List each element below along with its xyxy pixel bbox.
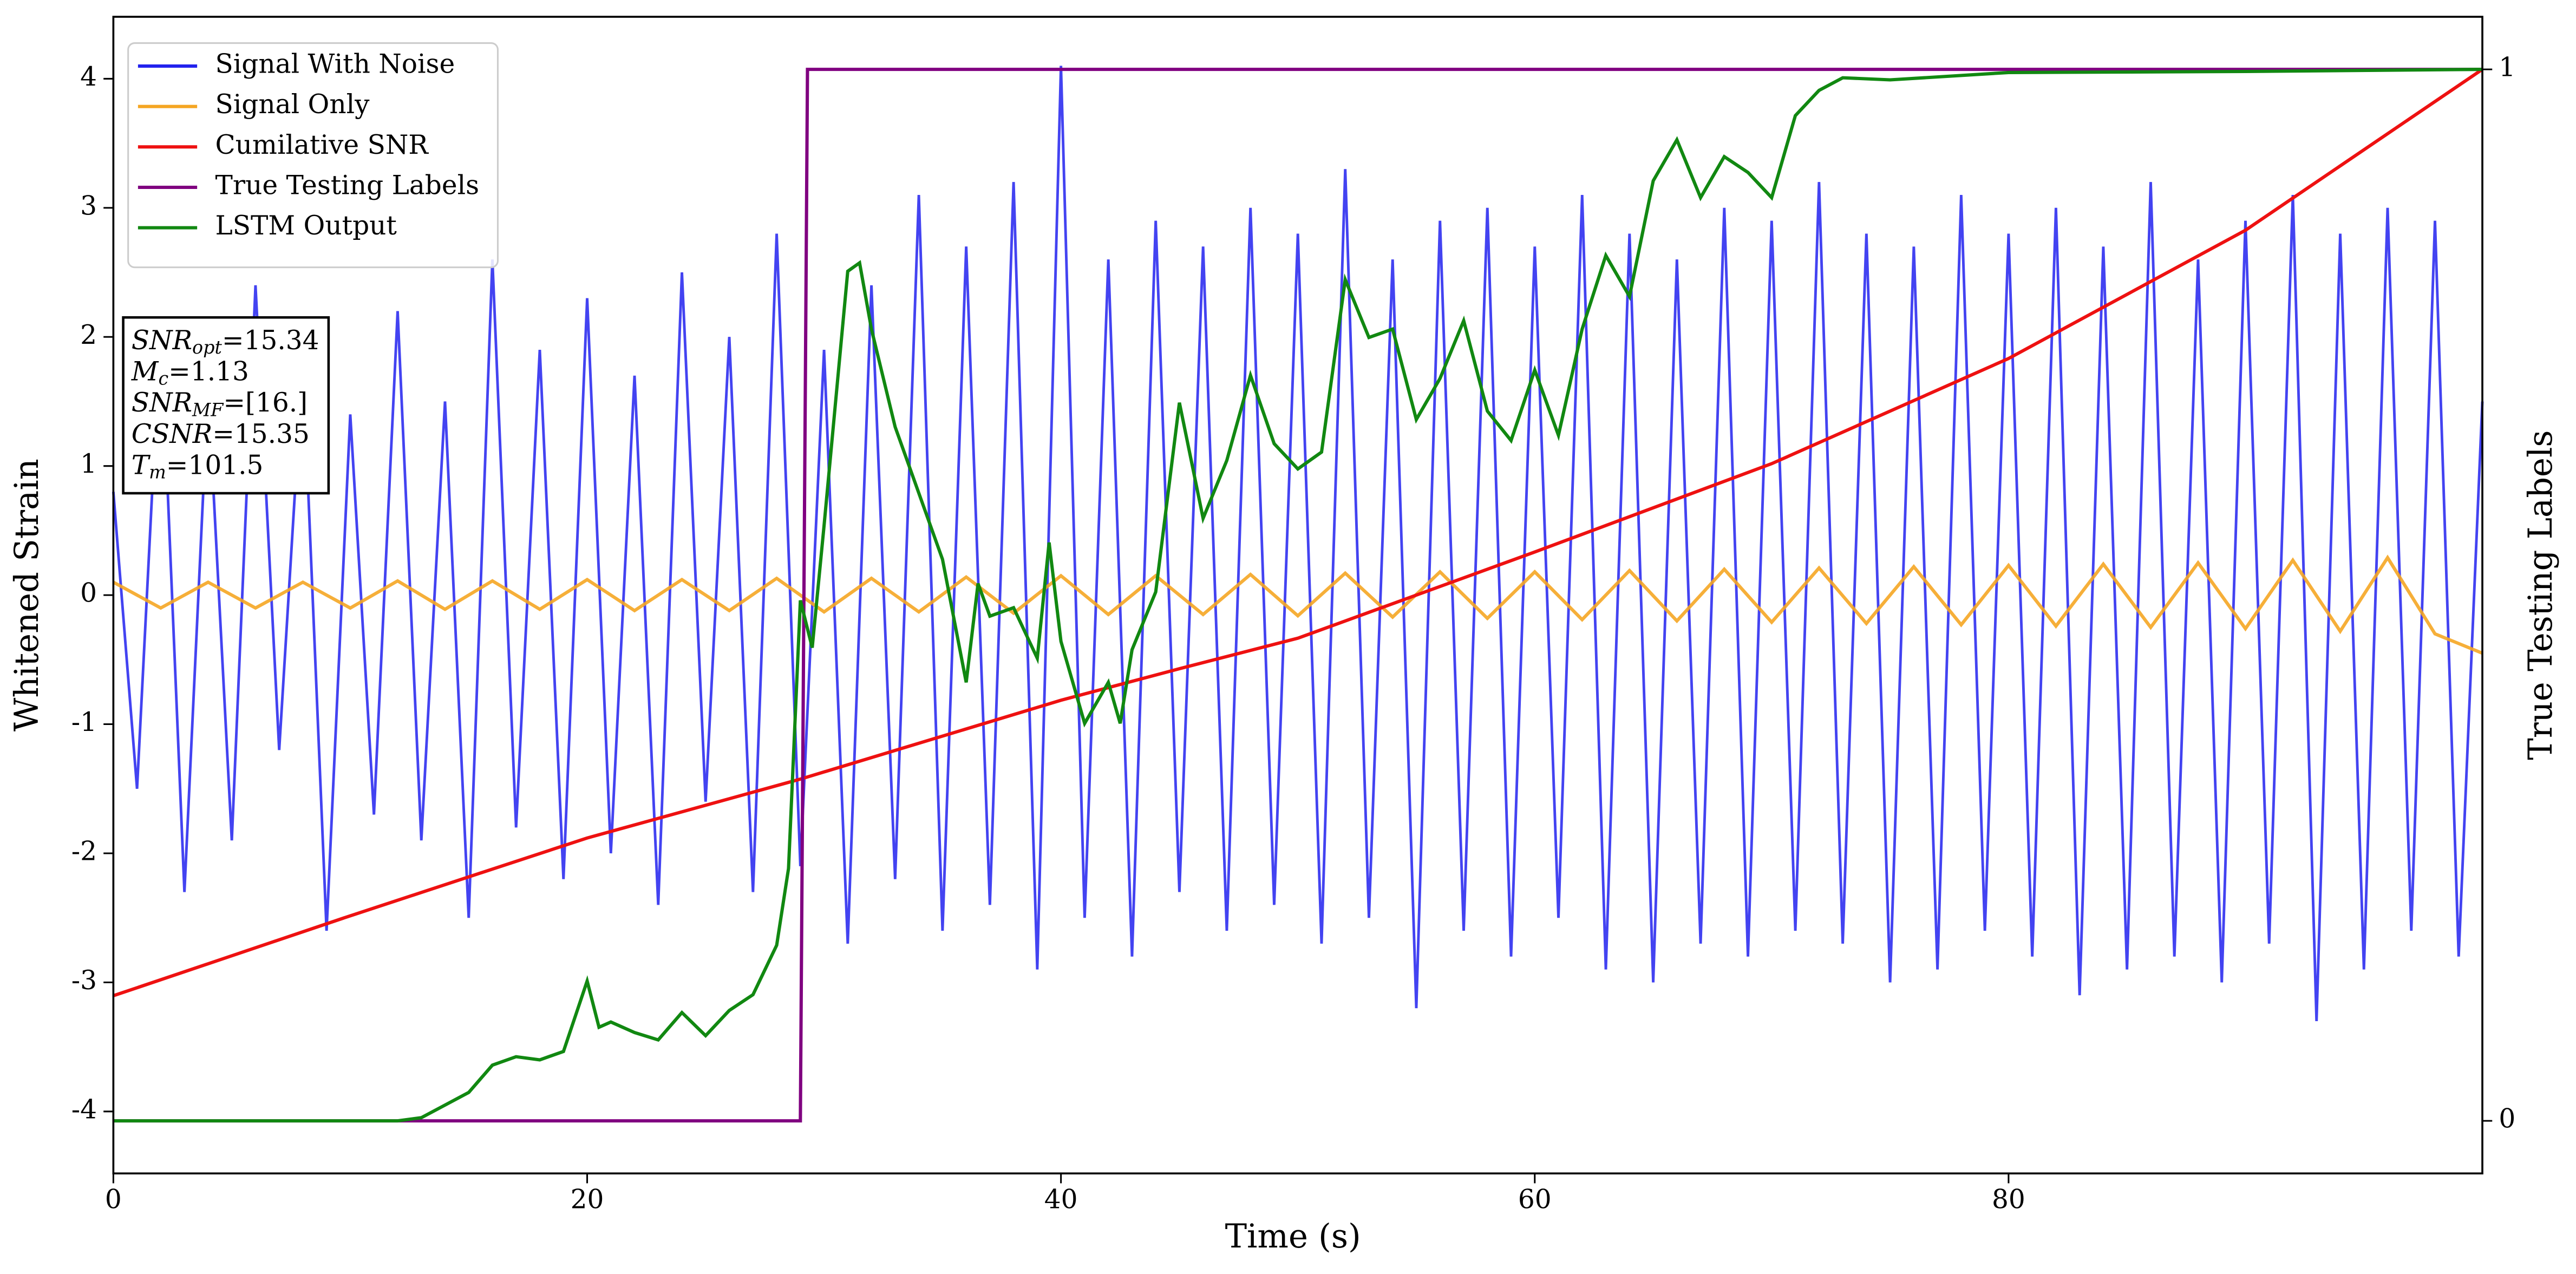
y2-tick-label: 0 — [2499, 1104, 2515, 1134]
annotation-value: =[16.] — [223, 388, 308, 418]
y-tick-label: 1 — [80, 449, 97, 479]
series-line — [113, 68, 2483, 997]
annotation-subscript: m — [149, 462, 166, 483]
annotation-subscript: opt — [192, 337, 222, 358]
x-tick-label: 20 — [571, 1184, 604, 1214]
x-axis-label: Time (s) — [1225, 1218, 1361, 1256]
annotation-line: Tm=101.5 — [132, 450, 264, 483]
annotation-symbol: M — [131, 356, 159, 387]
annotation-line: Mc=1.13 — [131, 356, 249, 389]
annotation-value: =101.5 — [166, 450, 264, 480]
legend-label: Cumilative SNR — [215, 130, 429, 160]
annotation-symbol: SNR — [132, 388, 192, 418]
series-line — [112, 554, 2483, 655]
annotation-box — [122, 316, 330, 495]
annotation-subscript: MF — [192, 399, 224, 420]
annotation-line: CSNR=15.35 — [132, 419, 310, 449]
annotation-line: SNRMF=[16.] — [132, 388, 308, 421]
annotation-line: SNRopt=15.34 — [132, 325, 319, 358]
y-tick-label: 3 — [80, 191, 97, 221]
y-tick-label: -2 — [71, 836, 97, 866]
series-line — [113, 68, 2483, 1123]
y-tick-label: 0 — [80, 578, 97, 609]
series-line — [113, 68, 2483, 1123]
annotation-symbol: T — [132, 450, 151, 480]
y2-tick-label: 1 — [2499, 53, 2515, 83]
x-tick-label: 60 — [1518, 1184, 1552, 1214]
y-tick-label: 4 — [80, 62, 97, 92]
legend-label: Signal Only — [215, 89, 370, 120]
annotation-value: =15.34 — [222, 325, 319, 355]
legend-label: LSTM Output — [215, 211, 397, 241]
y-tick-label: -1 — [71, 707, 97, 737]
y-tick-label: -4 — [71, 1094, 97, 1125]
annotation-value: =15.35 — [212, 419, 310, 449]
annotation-symbol: CSNR — [132, 419, 212, 449]
legend-box — [127, 42, 499, 269]
series-line — [112, 66, 2484, 1021]
x-tick-label: 80 — [1992, 1184, 2025, 1214]
y-tick-label: -3 — [71, 965, 97, 996]
legend-label: True Testing Labels — [215, 170, 480, 200]
y-tick-label: 2 — [80, 320, 97, 350]
annotation-subscript: c — [158, 368, 168, 389]
y2-axis-label: True Testing Labels — [2522, 430, 2560, 760]
x-tick-label: 0 — [105, 1184, 122, 1214]
legend-label: Signal With Noise — [215, 49, 455, 80]
x-tick-label: 40 — [1044, 1184, 1078, 1214]
annotation-value: =1.13 — [168, 356, 249, 387]
annotation-symbol: SNR — [132, 325, 192, 355]
y-axis-label: Whitened Strain — [8, 459, 46, 731]
